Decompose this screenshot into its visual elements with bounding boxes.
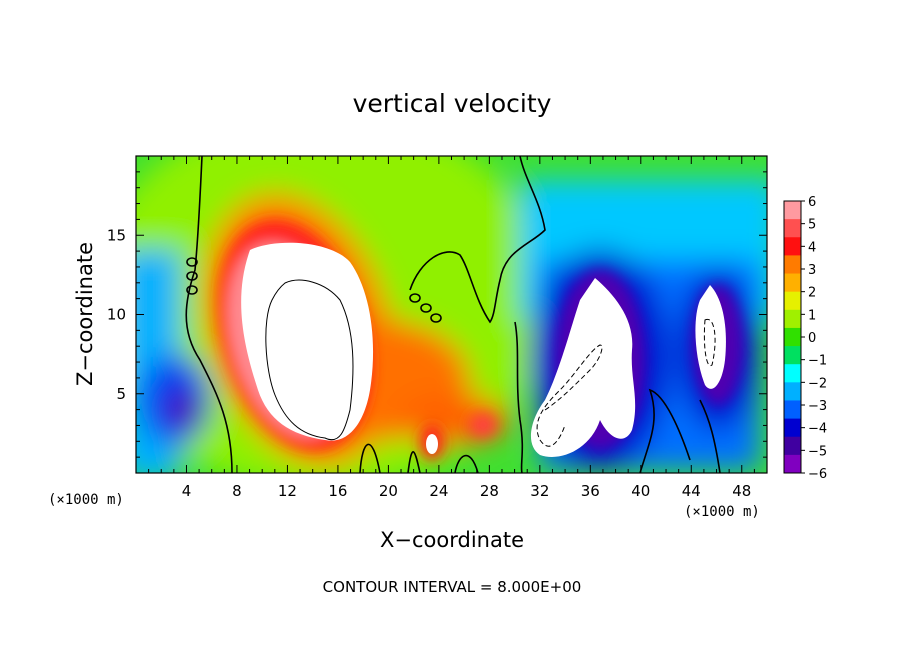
x-axis: 4 8 12 16 20 24 28 32 36 40 44 48 — [148, 156, 755, 500]
y-tick-label: 10 — [107, 306, 126, 324]
y-axis-label: Z−coordinate — [73, 242, 97, 386]
colorbar-swatch — [784, 255, 801, 275]
colorbar-label: 2 — [808, 286, 816, 301]
colorbar-swatch — [784, 237, 801, 256]
x-tick-label: 20 — [379, 482, 398, 500]
colorbar-label: 3 — [808, 263, 816, 278]
x-tick-label: 16 — [328, 482, 347, 500]
colorbar-label: −4 — [808, 422, 827, 437]
x-unit-label-left: (×1000 m) — [48, 492, 124, 508]
y-tick-label: 15 — [107, 226, 126, 244]
x-tick-label: 44 — [682, 482, 701, 500]
x-tick-label: 8 — [232, 482, 242, 500]
colorbar-label: 0 — [808, 331, 816, 346]
colorbar-label: 1 — [808, 308, 816, 323]
x-tick-label: 32 — [530, 482, 549, 500]
x-axis-label: X−coordinate — [380, 528, 524, 552]
colorbar-label: −3 — [808, 399, 827, 414]
colorbar-swatch — [784, 273, 801, 293]
colorbar-swatch — [784, 327, 801, 347]
colorbar-swatch — [784, 364, 801, 383]
colorbar-swatch — [784, 346, 801, 365]
x-tick-label: 40 — [631, 482, 650, 500]
colorbar-swatch — [784, 309, 801, 329]
x-tick-label: 4 — [182, 482, 192, 500]
colorbar-label: −1 — [808, 354, 827, 369]
colorbar: 6 5 4 3 2 1 0 −1 −2 −3 −4 −5 −6 — [783, 195, 827, 482]
x-tick-label: 28 — [480, 482, 499, 500]
colorbar-label: −2 — [808, 376, 827, 391]
contour-interval-note: CONTOUR INTERVAL = 8.000E+00 — [323, 578, 582, 596]
colorbar-swatch — [784, 291, 801, 311]
colorbar-swatch — [784, 201, 801, 220]
colorbar-swatch — [784, 219, 801, 238]
colorbar-label: 4 — [808, 240, 816, 255]
x-unit-label-right: (×1000 m) — [684, 504, 760, 520]
y-axis: 5 10 15 — [107, 171, 767, 458]
colorbar-label: 6 — [808, 195, 816, 210]
heatmap-field — [136, 156, 767, 473]
colorbar-label: −5 — [808, 444, 827, 459]
colorbar-swatch — [784, 418, 801, 438]
colorbar-swatch — [784, 400, 801, 420]
x-tick-label: 36 — [581, 482, 600, 500]
x-tick-label: 12 — [278, 482, 297, 500]
colorbar-swatch — [784, 436, 801, 456]
x-tick-label: 24 — [429, 482, 448, 500]
colorbar-label: −6 — [808, 467, 827, 482]
chart-title: vertical velocity — [353, 89, 552, 118]
colorbar-swatch — [784, 382, 801, 401]
y-tick-label: 5 — [116, 385, 126, 403]
colorbar-label: 5 — [808, 218, 816, 233]
colorbar-swatch — [784, 454, 801, 474]
x-tick-label: 48 — [732, 482, 751, 500]
